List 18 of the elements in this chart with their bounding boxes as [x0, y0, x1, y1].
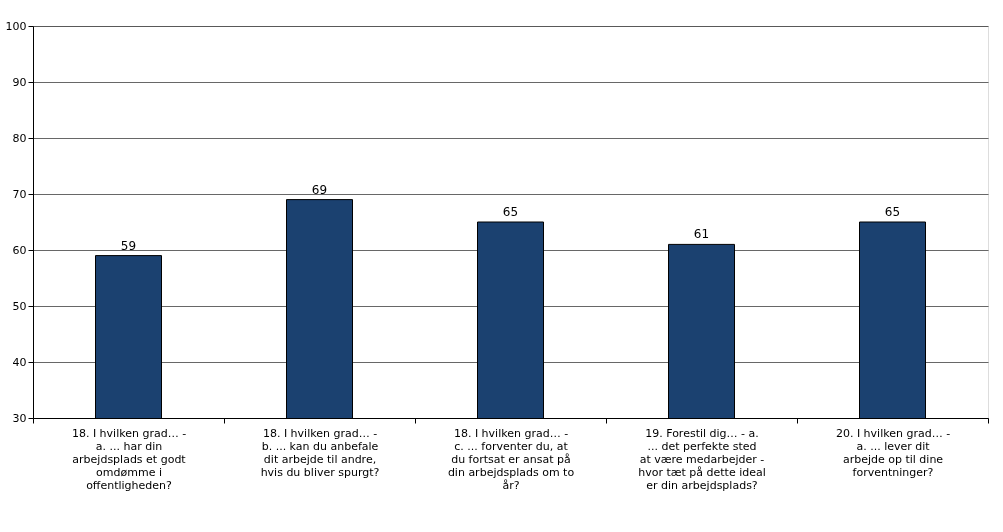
- y-tick-label: 100: [5, 19, 27, 33]
- y-tick-label: 90: [12, 75, 27, 89]
- y-tick-label: 40: [12, 355, 27, 369]
- data-label: 59: [120, 238, 137, 253]
- y-tick-label: 80: [12, 131, 27, 145]
- data-label: 69: [311, 182, 328, 197]
- x-tick-label: 20. I hvilken grad… - a. ... lever dit arbejde op til dine forventninger?: [835, 426, 951, 479]
- x-tick-label: 18. I hvilken grad… - b. ... kan du anbefale dit arbejde til andre, hvis du bliver spurgt?: [260, 426, 380, 479]
- data-label: 65: [502, 205, 519, 219]
- y-tick-label: 60: [12, 243, 27, 257]
- x-tick-label: 18. I hvilken grad… - a. ... har din arbejdsplads et godt omdømme i offentligheden?: [71, 426, 187, 492]
- y-tick-label: 50: [12, 299, 27, 313]
- x-tick-label: 19. Forestil dig… - a. ... det perfekte sted at være medarbejder - hvor tæt på dette ideal er din arbejdsplads?: [638, 426, 766, 492]
- data-label: 65: [884, 205, 901, 219]
- y-tick-label: 70: [12, 187, 27, 201]
- y-tick-label: 30: [12, 411, 27, 425]
- data-label: 61: [693, 227, 710, 242]
- x-tick-label: 18. I hvilken grad… - c. ... forventer du, at du fortsat er ansat på din arbejdsplads om to år?: [447, 426, 575, 492]
